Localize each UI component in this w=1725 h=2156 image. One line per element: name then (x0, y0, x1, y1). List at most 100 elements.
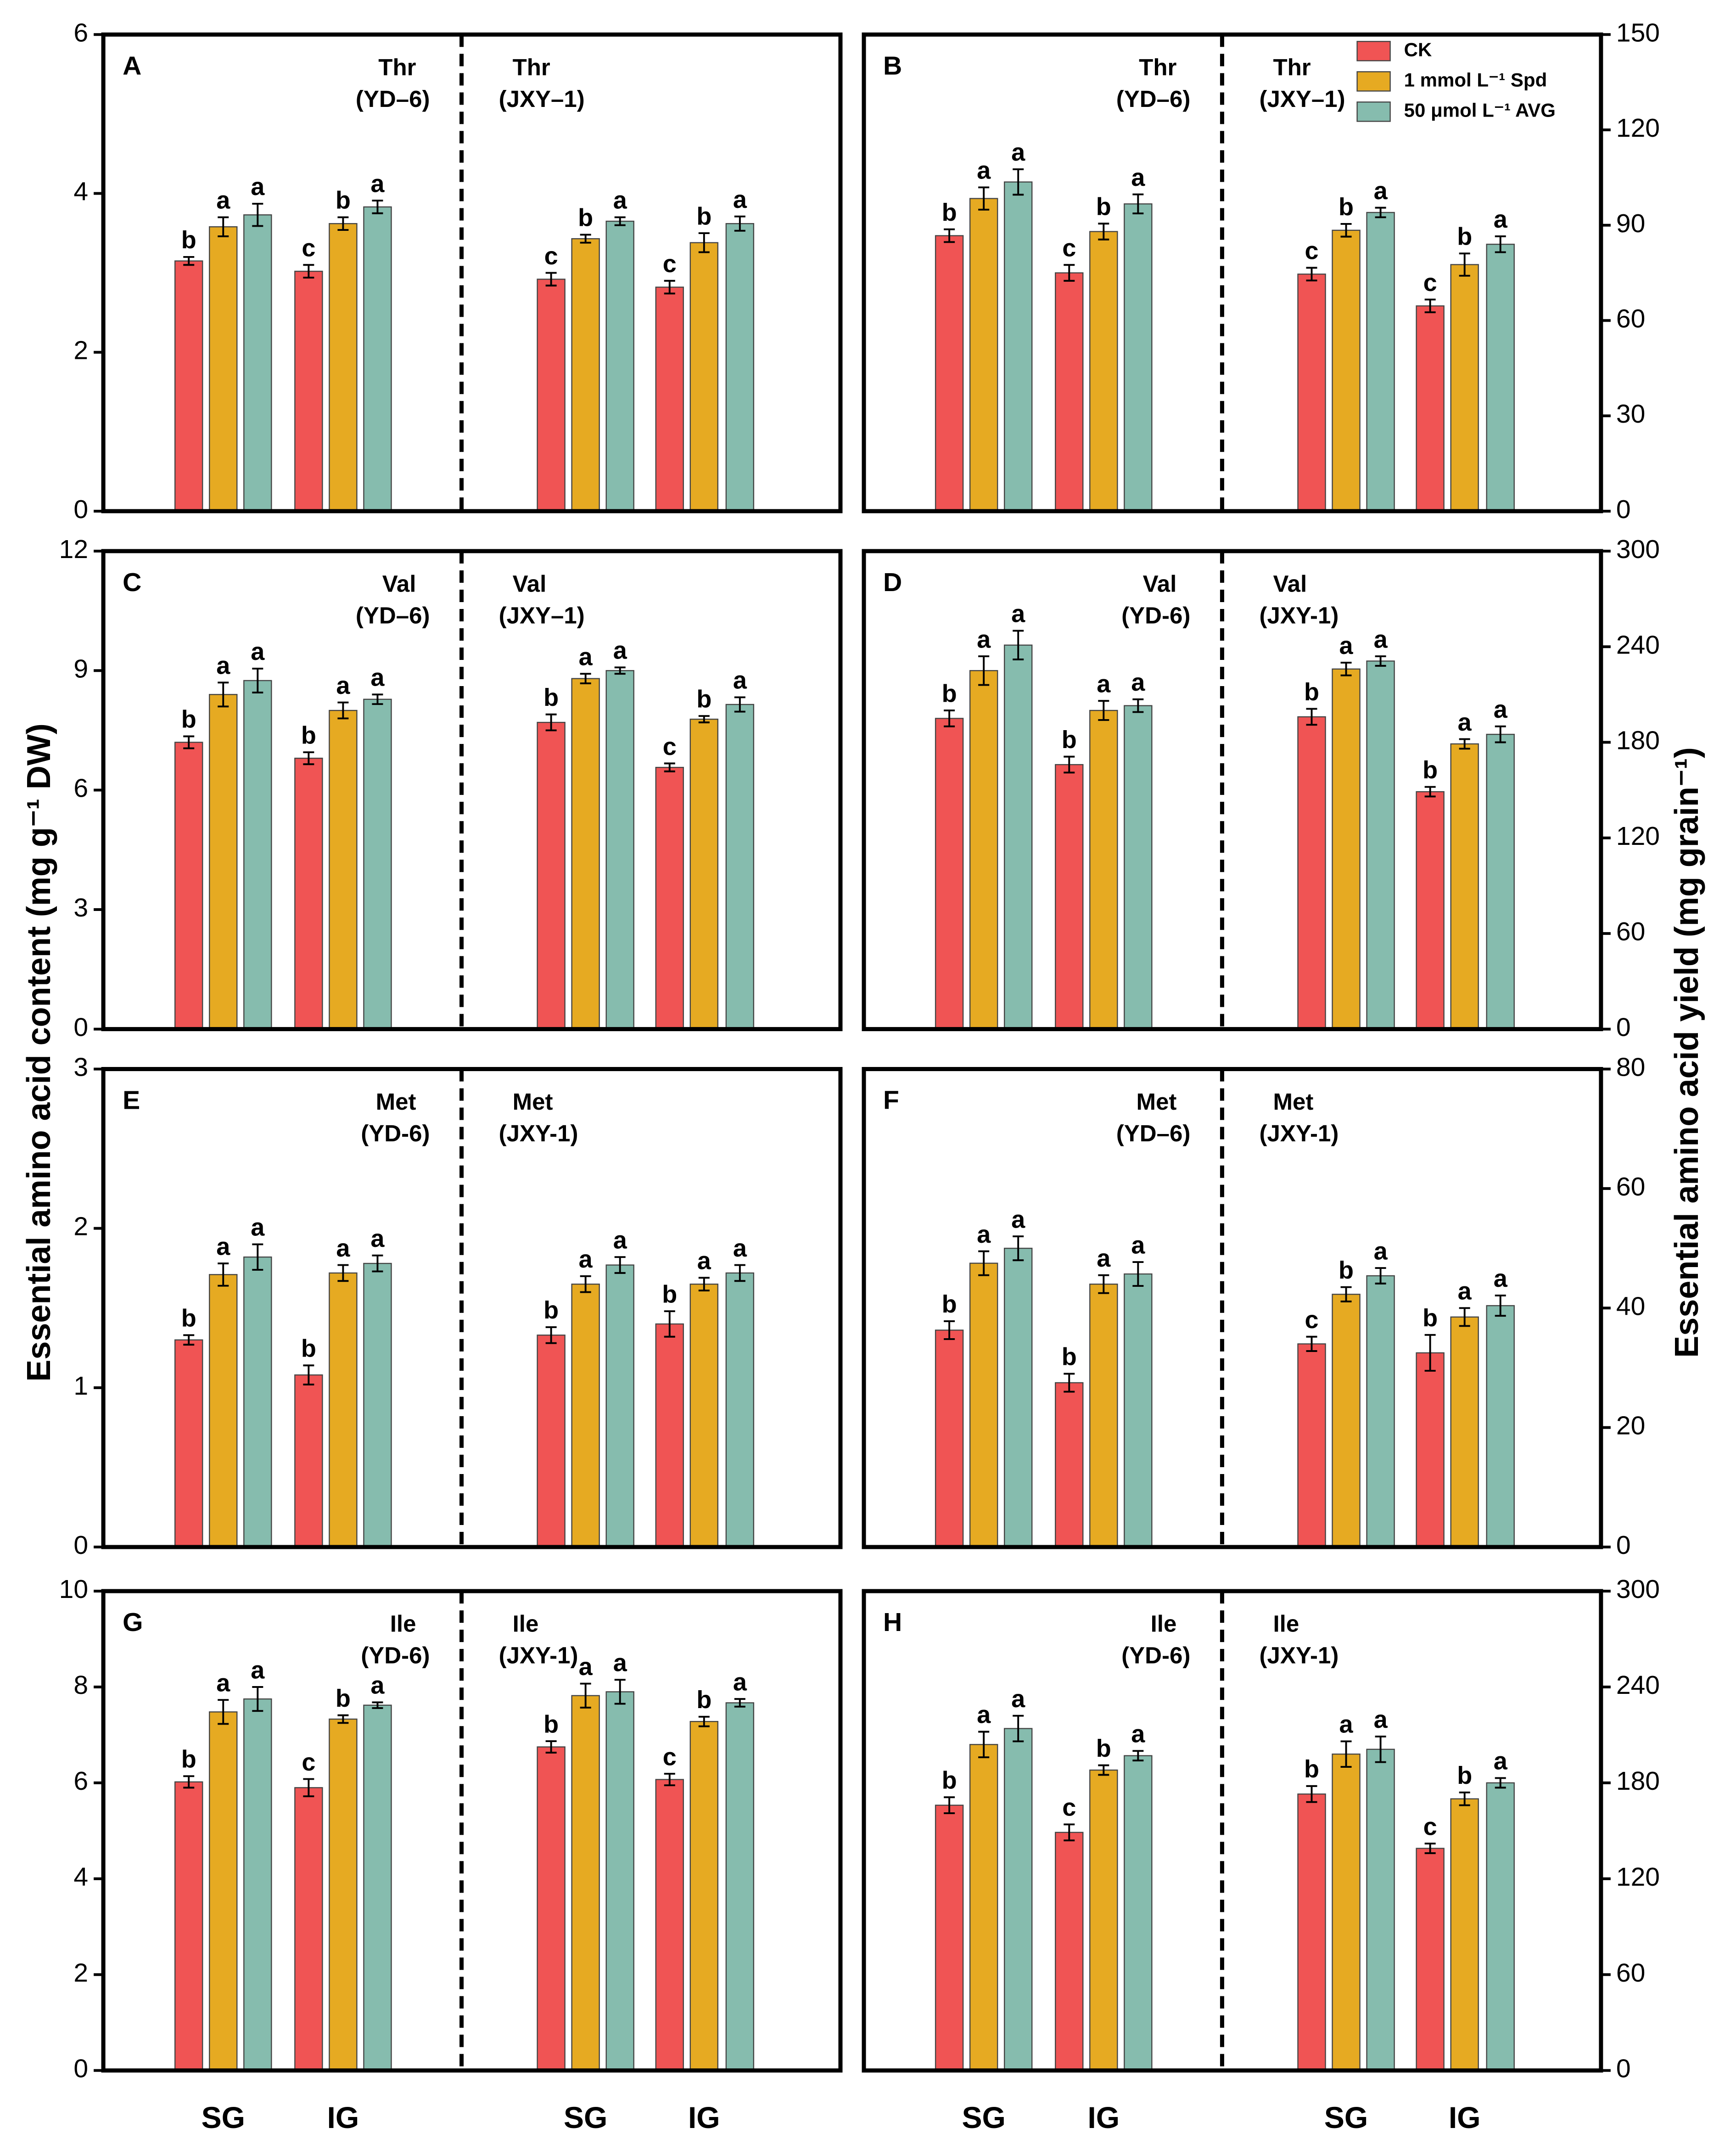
significance-letter: a (1494, 696, 1508, 723)
bar (571, 1283, 600, 1548)
cultivar-label: (JXY-1) (1259, 602, 1339, 628)
significance-letter: b (942, 199, 957, 226)
significance-letter: a (1339, 1711, 1354, 1738)
significance-letter: a (370, 170, 385, 197)
y-tick-label: 180 (1616, 726, 1660, 755)
y-tick-label: 0 (73, 1013, 88, 1042)
y-tick-label: 9 (73, 654, 88, 683)
significance-letter: a (733, 186, 747, 213)
plot-frame (862, 1589, 1603, 2073)
significance-letter: a (1131, 1231, 1145, 1259)
cultivar-label: Met (513, 1089, 553, 1115)
bar (294, 758, 323, 1030)
y-tick-label: 6 (73, 774, 88, 803)
cultivar-label: Val (1273, 570, 1307, 597)
significance-letter: c (302, 1748, 315, 1776)
plot-frame (862, 32, 1603, 514)
y-tick-label: 4 (73, 177, 88, 207)
cultivar-label: Met (1137, 1089, 1177, 1115)
bar (329, 223, 358, 512)
significance-letter: a (579, 643, 593, 670)
bar (329, 709, 358, 1030)
significance-letter: a (336, 672, 350, 699)
panel-label: D (883, 568, 902, 597)
cultivar-label: (YD-6) (361, 1120, 430, 1146)
bar (537, 279, 566, 512)
y-axis-title-right: Essential amino acid yield (mg grain⁻¹) (1669, 747, 1705, 1358)
significance-letter: c (302, 235, 315, 262)
bar (209, 1274, 238, 1548)
bar (1003, 1728, 1033, 2071)
y-tick-label: 60 (1616, 1172, 1645, 1201)
bar (969, 198, 998, 512)
bar (969, 670, 998, 1030)
bar (969, 1744, 998, 2071)
significance-letter: a (216, 1233, 230, 1260)
significance-letter: b (1457, 1762, 1472, 1789)
bar (1332, 1754, 1361, 2071)
significance-letter: b (942, 1290, 957, 1318)
significance-letter: a (613, 637, 627, 665)
cultivar-label: (YD-6) (1121, 1642, 1190, 1669)
cultivar-label: (JXY–1) (1259, 86, 1345, 112)
significance-letter: c (1305, 1306, 1318, 1334)
bar (655, 766, 684, 1030)
y-tick-label: 1 (73, 1371, 88, 1401)
significance-letter: a (1494, 1748, 1508, 1775)
significance-letter: a (1458, 1278, 1472, 1305)
significance-letter: a (1458, 709, 1472, 736)
significance-letter: b (181, 1305, 196, 1332)
bar (689, 1721, 719, 2071)
significance-letter: a (977, 626, 991, 653)
bar (537, 1746, 566, 2071)
cultivar-label: Ile (390, 1611, 416, 1637)
plot-frame (101, 1589, 843, 2073)
significance-letter: a (1097, 670, 1111, 698)
bar (605, 220, 634, 512)
y-tick-label: 10 (59, 1575, 88, 1604)
significance-letter: b (543, 1710, 559, 1738)
significance-letter: a (697, 1247, 711, 1275)
cultivar-label: Ile (1273, 1611, 1299, 1637)
significance-letter: b (543, 684, 559, 711)
bar (1366, 1275, 1395, 1548)
panel-label: G (123, 1608, 143, 1637)
bar (1416, 1352, 1445, 1548)
bar (725, 1272, 755, 1548)
x-tick-label: IG (688, 2100, 720, 2134)
x-tick-label: IG (1449, 2100, 1481, 2134)
bar (329, 1272, 358, 1548)
panel-label: E (123, 1086, 140, 1115)
bar (935, 235, 964, 512)
significance-letter: a (1131, 164, 1145, 191)
bar (1297, 274, 1326, 512)
y-tick-label: 120 (1616, 113, 1660, 143)
plot-frame (101, 1067, 843, 1549)
y-tick-label: 4 (73, 1862, 88, 1892)
bar (209, 226, 238, 512)
cultivar-label: Ile (1151, 1611, 1177, 1637)
y-tick-label: 300 (1616, 535, 1660, 564)
cultivar-label: (YD-6) (361, 1642, 430, 1669)
bar (725, 223, 755, 512)
bar (243, 1256, 272, 1548)
legend-label: CK (1404, 39, 1432, 60)
y-tick-label: 60 (1616, 917, 1645, 946)
bar (1003, 1247, 1033, 1548)
bar (1416, 305, 1445, 512)
cultivar-label: Met (1273, 1089, 1313, 1115)
significance-letter: c (544, 242, 558, 270)
bar (537, 1335, 566, 1548)
cultivar-label: (YD–6) (356, 602, 430, 628)
bar (1089, 1283, 1118, 1548)
cultivar-label: Val (513, 570, 547, 597)
significance-letter: b (1062, 1343, 1077, 1371)
bar (1124, 1755, 1153, 2071)
significance-letter: a (1011, 1685, 1025, 1713)
significance-letter: c (1423, 269, 1437, 296)
significance-letter: a (1097, 1245, 1111, 1272)
y-tick-label: 30 (1616, 399, 1645, 429)
significance-letter: b (662, 1280, 677, 1308)
legend-label: 1 mmol L⁻¹ Spd (1404, 69, 1547, 90)
significance-letter: a (733, 1668, 747, 1696)
